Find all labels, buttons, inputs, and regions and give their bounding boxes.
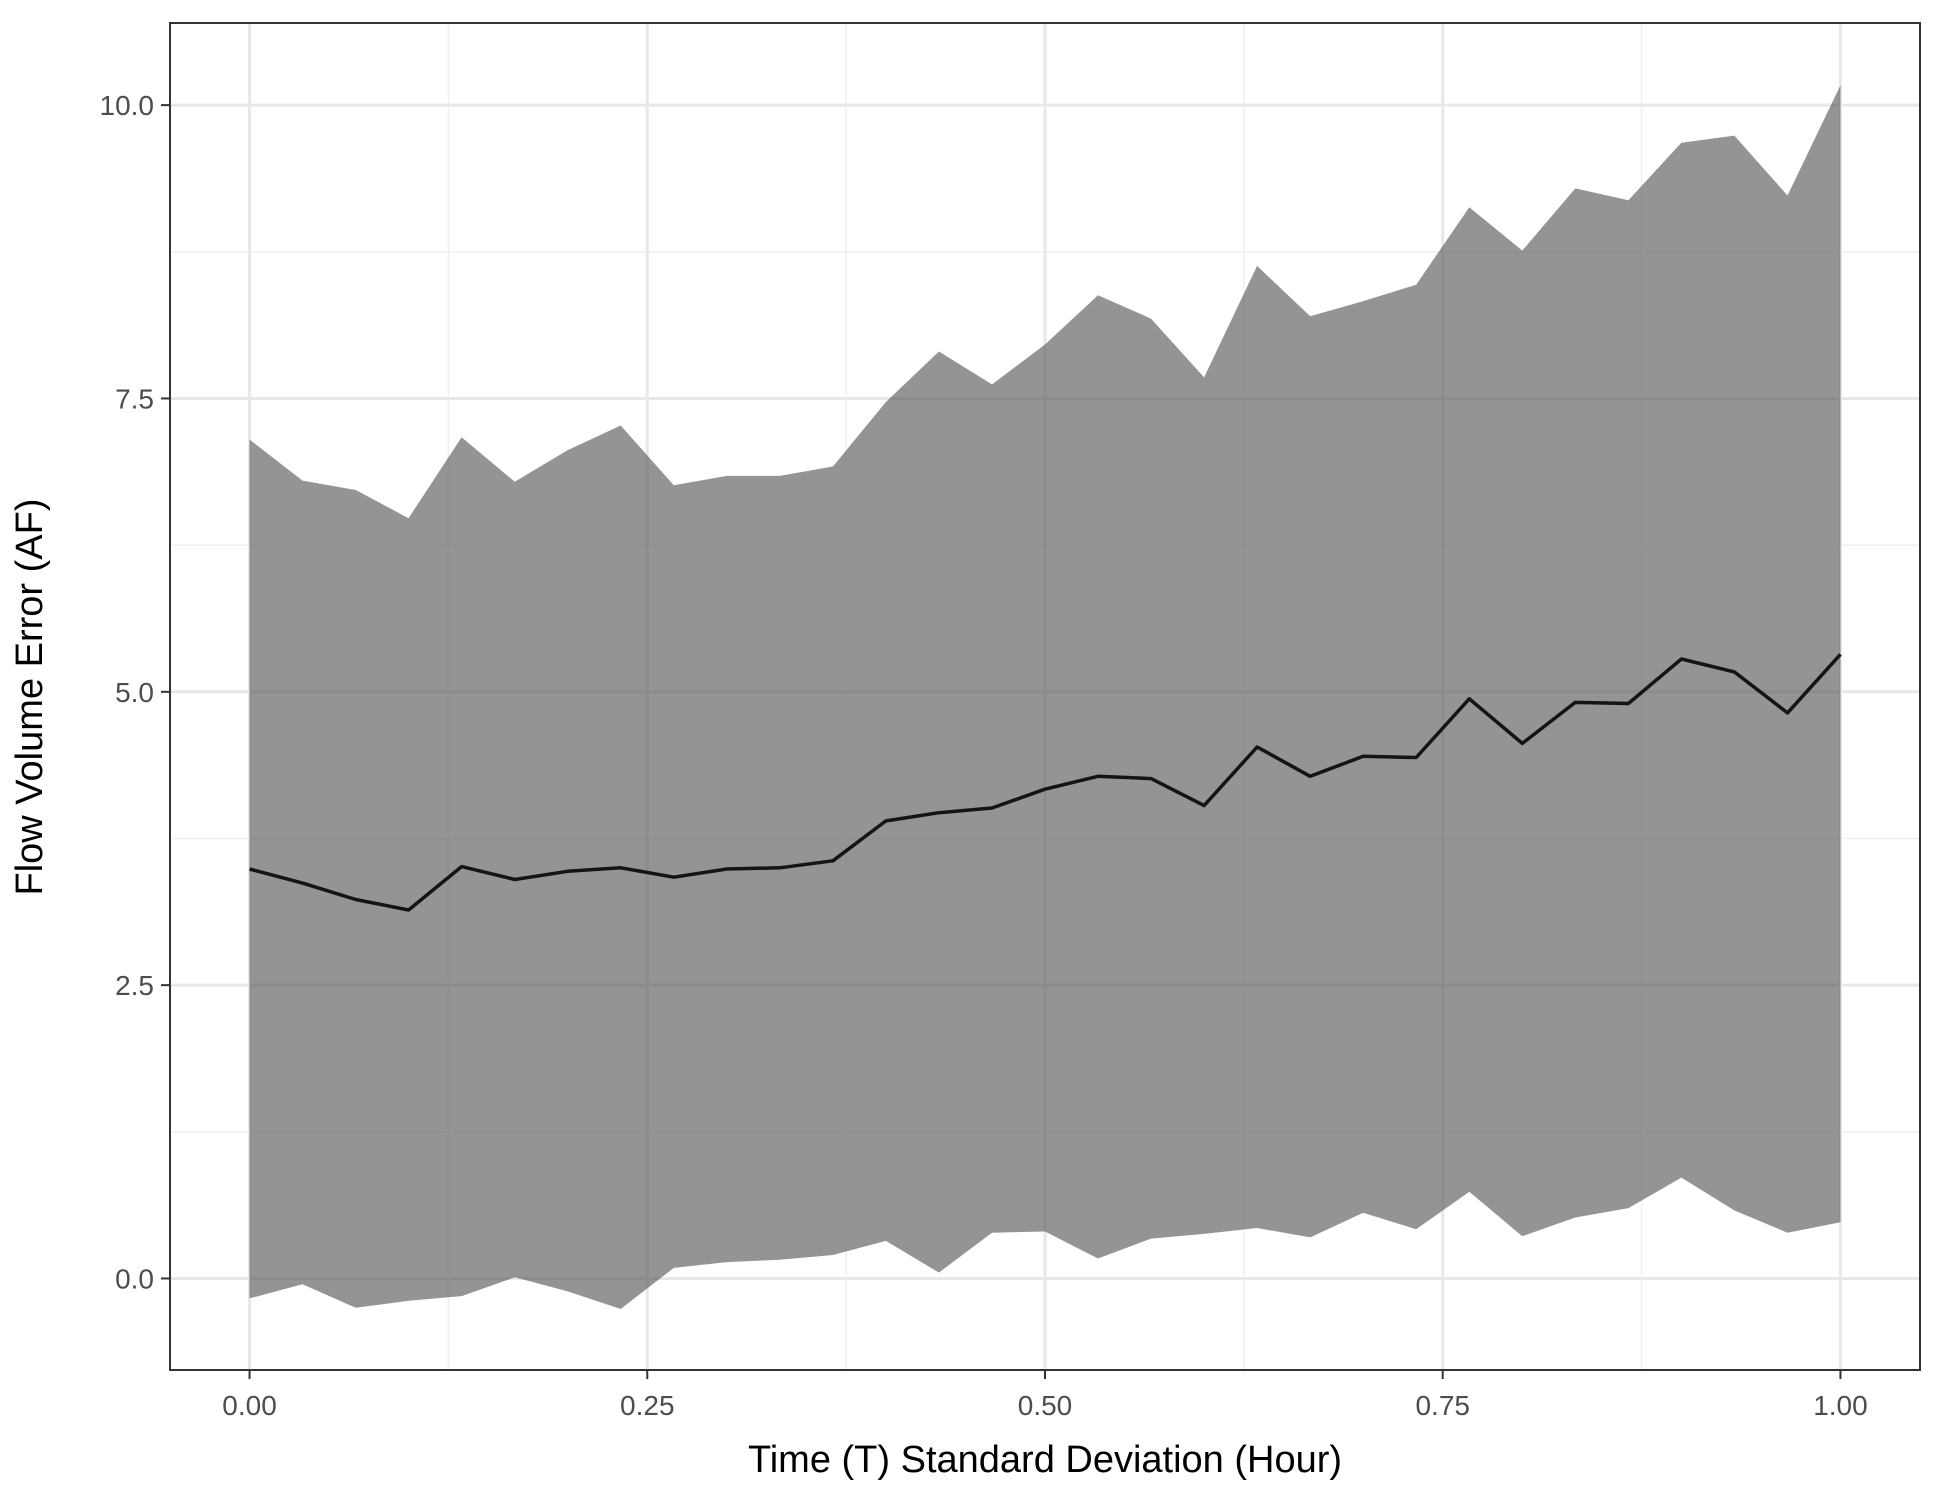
x-tick-label: 0.00	[222, 1390, 277, 1421]
x-tick-label: 0.75	[1415, 1390, 1470, 1421]
y-tick-label: 7.5	[115, 383, 154, 414]
confidence-ribbon	[249, 85, 1841, 1310]
x-tick-label: 0.50	[1018, 1390, 1073, 1421]
x-axis: 0.00 0.25 0.50 0.75 1.00	[222, 1370, 1868, 1421]
y-tick-label: 2.5	[115, 970, 154, 1001]
x-tick-label: 1.00	[1813, 1390, 1868, 1421]
y-tick-label: 0.0	[115, 1263, 154, 1294]
y-tick-label: 10.0	[100, 90, 155, 121]
plot-area	[249, 85, 1842, 1310]
mean-line	[249, 653, 1842, 912]
x-tick-label: 0.25	[620, 1390, 675, 1421]
y-tick-label: 5.0	[115, 677, 154, 708]
x-axis-title: Time (T) Standard Deviation (Hour)	[748, 1439, 1342, 1481]
y-axis: 0.0 2.5 5.0 7.5 10.0	[100, 90, 170, 1294]
y-axis-title: Flow Volume Error (AF)	[9, 499, 51, 896]
